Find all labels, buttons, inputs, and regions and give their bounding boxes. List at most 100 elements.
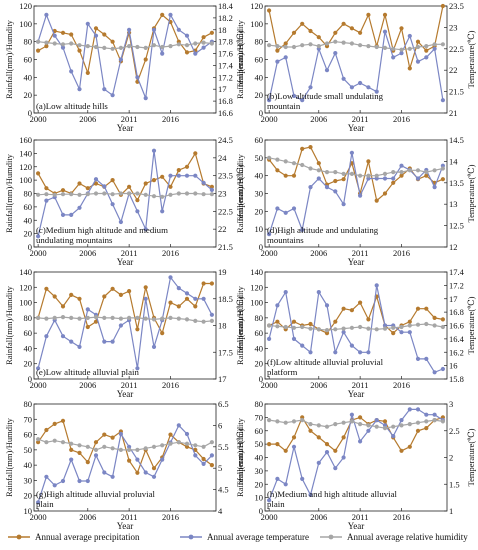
data-point-precip — [366, 159, 371, 164]
y2-tick-label: 16.2 — [449, 347, 464, 357]
x-tick-label: 2000 — [30, 248, 47, 258]
data-point-hum — [69, 315, 74, 320]
series-precip — [267, 415, 445, 453]
x-axis-label: Year — [117, 389, 134, 399]
y2-tick-label: 17.8 — [218, 37, 233, 47]
y-tick-label: 60 — [255, 55, 264, 65]
data-point-hum — [69, 192, 74, 197]
data-point-precip — [316, 435, 321, 440]
data-point-hum — [316, 44, 321, 49]
data-point-hum — [374, 173, 379, 178]
series-line-temp — [268, 285, 444, 374]
data-point-hum — [69, 441, 74, 446]
panel-annotation: (g)High altitude alluvial proluvial plain — [36, 489, 156, 509]
data-point-hum — [93, 191, 99, 196]
data-point-hum — [176, 42, 181, 47]
data-point-temp — [77, 205, 82, 210]
y2-tick-label: 6.5 — [218, 399, 229, 409]
data-point-temp — [102, 184, 107, 189]
series-line-hum — [38, 192, 212, 198]
x-tick-label: 2000 — [261, 380, 278, 390]
data-point-precip — [193, 447, 198, 452]
y-tick-label: 20 — [255, 206, 264, 216]
x-tick-label: 2000 — [30, 114, 47, 124]
data-point-precip — [184, 164, 190, 169]
data-point-temp — [366, 85, 371, 90]
data-point-hum — [36, 192, 41, 197]
y-tick-label: 40 — [255, 343, 264, 353]
y-tick-label: 40 — [24, 343, 33, 353]
data-point-hum — [341, 420, 346, 425]
data-point-hum — [333, 422, 338, 427]
y-tick-label: 50 — [24, 445, 33, 455]
data-point-precip — [85, 70, 90, 75]
y-axis-label: Rainfall(mm)/Humdity — [4, 417, 14, 497]
x-tick-label: 2006 — [310, 248, 327, 258]
y2-tick-label: 17.6 — [218, 49, 233, 59]
data-point-precip — [36, 440, 41, 445]
data-point-hum — [283, 420, 288, 425]
data-point-hum — [300, 418, 305, 423]
data-point-hum — [358, 422, 363, 427]
x-tick-label: 2006 — [310, 380, 327, 390]
series-hum — [36, 315, 214, 324]
data-point-hum — [366, 173, 371, 178]
data-point-temp — [209, 187, 214, 192]
data-point-hum — [85, 444, 90, 449]
data-point-precip — [135, 470, 140, 475]
data-point-temp — [415, 356, 421, 361]
y2-tick-label: 16.6 — [449, 321, 464, 331]
data-point-temp — [283, 482, 288, 487]
data-point-temp — [283, 55, 288, 60]
data-point-hum — [382, 45, 388, 51]
legend-marker — [188, 534, 194, 540]
x-tick-label: 2011 — [352, 380, 369, 390]
data-point-precip — [341, 177, 346, 182]
data-point-hum — [300, 162, 305, 168]
data-point-hum — [432, 42, 437, 47]
data-point-hum — [399, 170, 404, 175]
data-point-temp — [399, 51, 404, 56]
data-point-precip — [391, 331, 396, 336]
data-point-temp — [176, 423, 181, 428]
data-point-temp — [102, 87, 107, 92]
data-point-precip — [283, 173, 288, 178]
data-point-temp — [275, 303, 280, 308]
data-point-precip — [135, 327, 140, 332]
data-point-hum — [44, 40, 49, 45]
data-point-hum — [267, 43, 272, 48]
data-point-temp — [143, 96, 148, 101]
data-point-temp — [168, 12, 173, 17]
data-point-temp — [333, 350, 338, 355]
y-tick-label: 10 — [255, 224, 264, 234]
data-point-precip — [349, 26, 354, 31]
plot-frame — [33, 403, 217, 512]
series-line-precip — [268, 5, 444, 69]
series-hum — [267, 155, 445, 178]
data-point-hum — [151, 43, 157, 48]
y-tick-label: 50 — [255, 439, 264, 449]
data-point-precip — [176, 304, 181, 309]
series-hum — [36, 191, 214, 199]
data-point-precip — [399, 448, 404, 453]
data-point-precip — [93, 319, 99, 324]
data-point-hum — [424, 321, 429, 327]
data-point-hum — [308, 42, 313, 47]
y2-tick-label: 22.5 — [218, 206, 233, 216]
data-point-temp — [349, 150, 354, 155]
data-point-hum — [333, 327, 338, 332]
data-point-hum — [324, 41, 330, 46]
series-line-temp — [37, 150, 213, 237]
y2-tick-label: 12.5 — [449, 221, 464, 231]
data-point-precip — [77, 450, 82, 455]
data-point-temp — [358, 439, 363, 444]
data-point-temp — [52, 483, 57, 488]
data-point-precip — [382, 419, 388, 424]
data-point-hum — [374, 327, 379, 332]
data-point-precip — [341, 435, 346, 440]
data-point-precip — [291, 173, 297, 178]
series-line-temp — [268, 31, 444, 101]
data-point-hum — [391, 424, 396, 429]
data-point-temp — [176, 27, 181, 32]
data-point-hum — [283, 324, 288, 330]
